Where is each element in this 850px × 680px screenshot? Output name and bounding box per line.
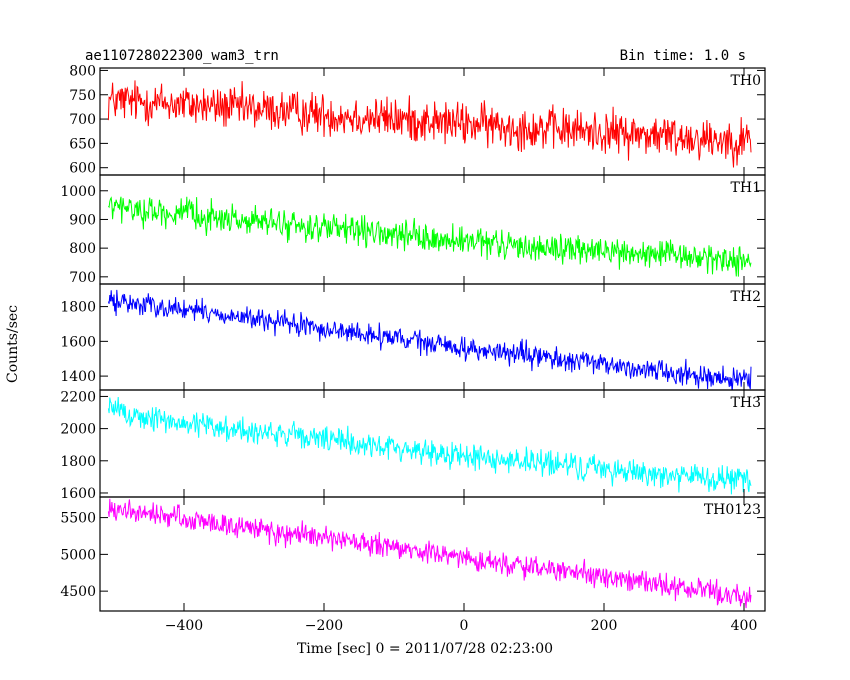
panel-label: TH0123: [704, 502, 761, 518]
series-line-th0: [107, 80, 752, 168]
y-tick-label: 600: [69, 161, 96, 177]
panel-th2: 1400 1600 1800 TH2: [60, 283, 766, 391]
y-tick-label: 900: [69, 212, 96, 228]
panel-label: TH0: [731, 73, 761, 89]
y-tick-label: 1800: [60, 454, 96, 470]
x-tick-label: −400: [165, 618, 203, 634]
y-tick-label: 700: [69, 112, 96, 128]
panel-frame: [99, 496, 766, 612]
x-axis: −400 −200 0 200 400: [165, 618, 758, 634]
series-line-th3: [107, 396, 752, 495]
x-tick-label: −200: [305, 618, 343, 634]
y-tick-label: 700: [69, 270, 96, 286]
y-tick-label: 2200: [60, 389, 96, 405]
y-tick-label: 1600: [60, 334, 96, 350]
panel-frame: [99, 389, 766, 498]
x-tick-label: 400: [731, 618, 758, 634]
y-tick-label: 750: [69, 88, 96, 104]
series-line-th2: [107, 289, 752, 390]
x-tick-label: 200: [591, 618, 618, 634]
y-tick-label: 4500: [60, 584, 96, 600]
bin-time-label: Bin time: 1.0 s: [620, 48, 746, 64]
y-tick-label: 1600: [60, 486, 96, 502]
x-axis-label: Time [sec] 0 = 2011/07/28 02:23:00: [297, 641, 553, 657]
y-tick-label: 2000: [60, 422, 96, 438]
y-tick-label: 650: [69, 136, 96, 152]
y-tick-label: 5000: [60, 547, 96, 563]
panel-label: TH2: [731, 289, 761, 305]
series-line-th1: [107, 196, 752, 277]
y-tick-label: 800: [69, 63, 96, 79]
y-tick-label: 1800: [60, 300, 96, 316]
y-tick-label: 5500: [60, 511, 96, 527]
panel-th0: 600 650 700 750 800 TH0: [69, 63, 766, 177]
y-tick-label: 800: [69, 241, 96, 257]
panels-group: 600 650 700 750 800 TH0 700 800 900 1000 TH1 1400 16…: [60, 63, 766, 612]
panel-th0123: 4500 5000 5500 TH0123: [60, 496, 766, 612]
y-axis-label: Counts/sec: [5, 305, 21, 383]
y-tick-label: 1400: [60, 369, 96, 385]
y-tick-label: 1000: [60, 184, 96, 200]
chart-title: ae110728022300_wam3_trn: [85, 48, 279, 64]
panel-frame: [99, 174, 766, 285]
series-line-th0123: [107, 498, 752, 609]
panel-label: TH3: [731, 395, 761, 411]
panel-th1: 700 800 900 1000 TH1: [60, 174, 766, 286]
panel-th3: 1600 1800 2000 2200 TH3: [60, 389, 766, 502]
panel-label: TH1: [731, 180, 761, 196]
x-tick-label: 0: [460, 618, 469, 634]
